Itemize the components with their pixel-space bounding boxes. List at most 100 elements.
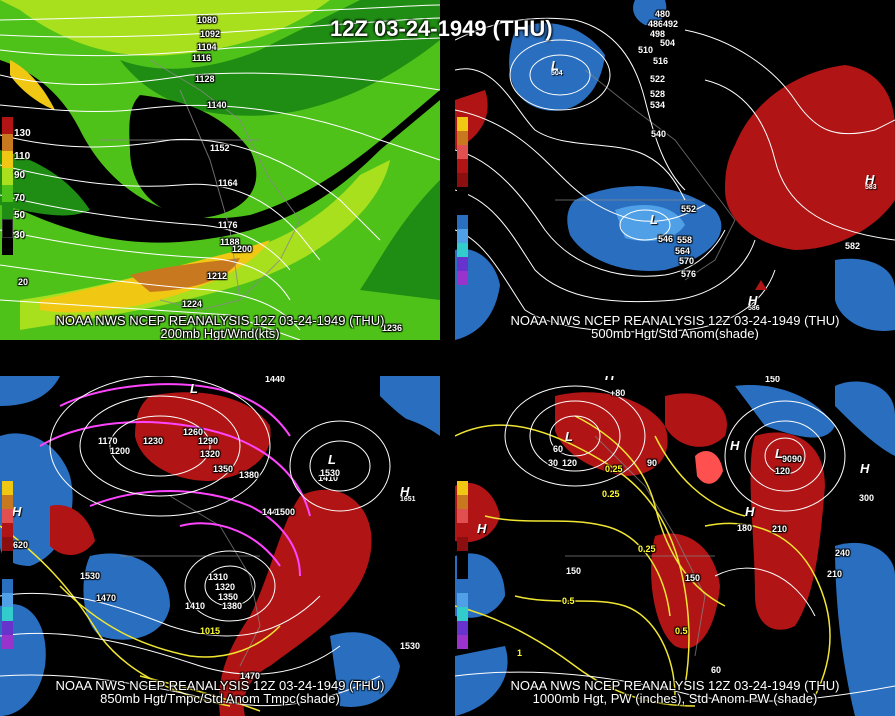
contour-label: 582 [845,241,861,251]
contour-label: 1200 [232,244,253,254]
high-pressure-marker: H [730,438,740,453]
contour-label: 498 [650,29,666,39]
legend-label: 70 [14,193,26,204]
contour-label: +80 [610,388,626,398]
map-200mb [0,0,440,340]
low-pressure-marker: L [190,381,198,396]
contour-label: 1620 [8,540,29,550]
panel-caption-line2: 200mb Hgt/Wnd(kts) [160,326,280,341]
low-pressure-marker: L [775,446,783,461]
contour-label: 1310 [208,572,229,582]
precip-water-label: 1 [517,648,523,658]
contour-label: 60 [711,665,722,675]
contour-label: 1092 [200,29,221,39]
contour-label: 1350 [213,464,234,474]
contour-label: 1116 [192,53,212,63]
contour-label: 480 [655,9,671,19]
high-pressure-marker: H 1651 [400,484,416,503]
temperature-label: 1015 [200,626,221,636]
map-1000mb [455,376,895,716]
contour-label: 30 [548,458,559,468]
contour-label: 150 [685,573,701,583]
panel-caption-line1: NOAA NWS NCEP REANALYSIS 12Z 03-24-1949 … [510,313,840,328]
contour-label: 1230 [143,436,164,446]
panel-1000mb-precip-water: +80 150 90 120 60 30 0.25 0.25 0.25 0.5 … [455,376,895,716]
contour-label: 540 [651,129,667,139]
contour-label: 564 [675,246,691,256]
high-pressure-marker: H 586 [748,293,760,312]
contour-label: 1410 [185,601,206,611]
low-pressure-marker: L [328,452,336,467]
panel-200mb-height-wind: 1080 1092 1104 1116 1128 1140 1152 1164 … [0,0,440,340]
high-pressure-marker: H [605,376,614,383]
contour-label: 492 [663,19,679,29]
panel-caption-line2: 500mb Hgt/Std Anom(shade) [591,326,759,341]
contour-label: 20 [18,277,29,287]
panel-caption-line2: 850mb Hgt/Tmpc/Std Anom Tmpc(shade) [100,691,340,706]
contour-label: 120 [562,458,578,468]
panel-500mb-height-anomaly: 480 486 492 498 504 510 516 522 528 534 … [455,0,895,340]
contour-label: 1380 [239,470,260,480]
contour-label: 240 [835,548,851,558]
contour-label: 528 [650,89,666,99]
contour-label: 558 [677,235,693,245]
panel-caption-line1: NOAA NWS NCEP REANALYSIS 12Z 03-24-1949 … [510,678,840,693]
precip-water-label: 0.5 [675,626,688,636]
contour-label: 1530 [80,571,101,581]
precip-water-label: 0.25 [638,544,656,554]
wind-legend [2,117,13,255]
contour-label: 1176 [218,220,238,230]
panel-caption-line1: NOAA NWS NCEP REANALYSIS 12Z 03-24-1949 … [55,678,385,693]
contour-label: 1164 [218,178,238,188]
legend-label: 30 [14,230,26,241]
contour-label: 1170 [98,436,118,446]
contour-label: 90 [792,454,803,464]
contour-label: 210 [772,524,788,534]
contour-label: 1140 [207,100,227,110]
contour-label: 90 [647,458,658,468]
contour-label: 90 [782,454,793,464]
contour-label: 1260 [183,427,204,437]
panel-caption-line1: NOAA NWS NCEP REANALYSIS 12Z 03-24-1949 … [55,313,385,328]
legend-label: 110 [14,151,31,162]
contour-label: 486 [648,19,664,29]
contour-label: 552 [681,204,697,214]
anomaly-legend [457,481,468,649]
contour-label: 516 [653,56,669,66]
contour-label: 534 [650,100,666,110]
contour-label: 510 [638,45,654,55]
contour-label: 1530 [320,468,341,478]
map-title: 12Z 03-24-1949 (THU) [330,16,553,41]
contour-label: 1236 [382,323,403,333]
contour-label: 1440 [265,376,286,384]
precip-water-label: 0.5 [562,596,575,606]
contour-label: 60 [553,444,564,454]
contour-label: 576 [681,269,697,279]
map-500mb [455,0,895,340]
low-pressure-marker: L [650,212,658,227]
contour-label: 1128 [195,74,215,84]
contour-label: 1290 [198,436,219,446]
legend-label: 50 [14,210,26,221]
contour-label: 1470 [96,593,117,603]
contour-label: 300 [859,493,875,503]
contour-label: 1530 [400,641,421,651]
legend-label: 90 [14,170,26,181]
contour-label: 1440 [262,507,283,517]
contour-label: 1212 [207,271,228,281]
low-pressure-marker: L [565,429,573,444]
legend-label: 130 [14,128,31,139]
map-850mb [0,376,440,716]
contour-label: 522 [650,74,666,84]
contour-label: 210 [827,569,843,579]
contour-label: 180 [737,523,753,533]
high-pressure-marker: H 583 [865,172,877,191]
contour-label: 1188 [220,237,240,247]
high-pressure-marker: H [860,461,870,476]
contour-label: 120 [775,466,791,476]
contour-label: 150 [566,566,582,576]
contour-label: 1470 [240,671,261,681]
high-pressure-marker: H [12,504,22,519]
contour-label: 546 [658,234,674,244]
contour-label: 1320 [200,449,221,459]
